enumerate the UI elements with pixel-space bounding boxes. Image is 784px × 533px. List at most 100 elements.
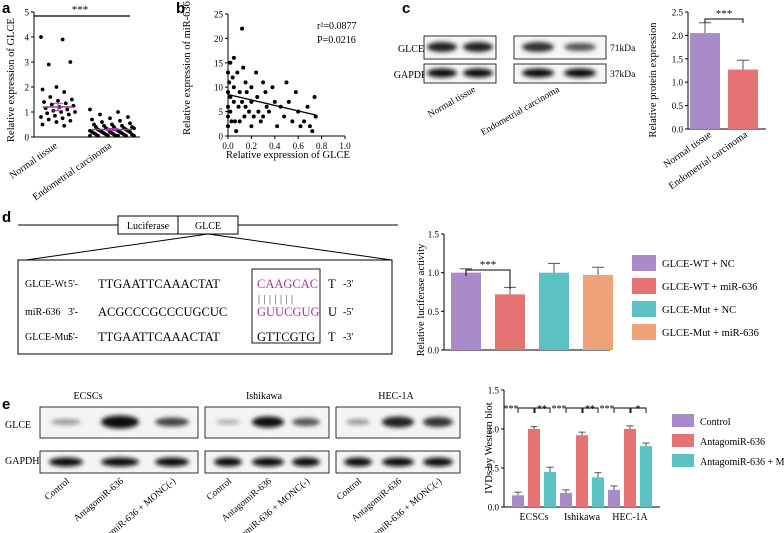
sequence-alignment-box: [17, 259, 393, 355]
data-point: [249, 85, 254, 90]
sig-label: ***: [552, 404, 567, 415]
panel-e-sig-brackets: [517, 407, 647, 413]
data-point: [310, 129, 315, 134]
blot-band: [427, 42, 457, 52]
data-point: [98, 112, 102, 117]
data-point: [116, 133, 120, 138]
bar: [544, 471, 556, 507]
blot-band: [214, 457, 242, 467]
y-tick-label: 1.5: [488, 386, 500, 396]
data-point: [235, 70, 240, 75]
data-point: [116, 110, 120, 114]
y-tick-label: 0.5: [428, 307, 440, 317]
data-point: [230, 75, 235, 80]
panel-c-western-blot: [423, 35, 607, 84]
data-point: [293, 90, 298, 95]
seq-row-sequence: TTGAATTCAAACTAT: [98, 277, 220, 291]
data-point: [231, 99, 236, 104]
data-point: [244, 90, 249, 95]
x-tick-label: 0.8: [316, 141, 328, 151]
panel-e-marks: [512, 425, 652, 507]
zoom-line-right: [207, 233, 393, 261]
data-point: [226, 70, 230, 75]
y-tick-label: 5: [219, 107, 224, 117]
data-point: [46, 117, 51, 122]
data-point: [229, 119, 234, 124]
legend-label: GLCE-Mut + NC: [662, 305, 736, 316]
data-point: [118, 118, 122, 123]
data-point: [60, 37, 65, 42]
base-pair-marks: | | | | | | |: [258, 294, 294, 305]
blot-band: [292, 457, 320, 467]
panel-b-marks: [226, 26, 318, 134]
sig-label: *: [636, 404, 641, 415]
y-tick-label: 0.0: [428, 346, 440, 356]
data-point: [290, 119, 295, 124]
legend-swatch-control: [672, 414, 694, 427]
glce-utr-label: GLCE: [195, 221, 221, 232]
data-point: [45, 111, 50, 116]
data-point: [128, 121, 132, 126]
seq-row-prime3: -5': [343, 307, 353, 318]
panel-c-blot-row-gapdh: GAPDH: [394, 70, 428, 81]
lane-label: Control: [205, 476, 234, 503]
data-point: [132, 133, 136, 138]
panel-b-xlabel: Relative expression of GLCE: [226, 150, 350, 161]
panel-letter-c: c: [402, 0, 410, 17]
seq-row-prime5: 3'-: [68, 307, 78, 318]
data-point: [258, 119, 263, 124]
panel-d-ylabel: Relative luciferase activity: [416, 243, 427, 356]
y-tick-label: 1.0: [428, 268, 440, 278]
blot-band: [155, 417, 189, 427]
data-point: [46, 62, 51, 67]
data-point: [266, 109, 271, 114]
panel-a-ylabel: Relative expression of GLCE: [6, 18, 17, 142]
seed-region-box: [251, 268, 321, 344]
data-point: [249, 124, 254, 129]
data-point: [40, 122, 45, 127]
data-point: [256, 109, 261, 114]
data-point: [254, 70, 259, 75]
seq-row-sequence: ACGCCCGCCCUGCUC: [98, 305, 227, 319]
bar: [560, 492, 572, 507]
data-point: [228, 109, 233, 114]
data-point: [237, 119, 242, 124]
cell-line-label: Ishikawa: [246, 391, 283, 402]
panel-c-kda-glce: 71kDa: [610, 44, 636, 54]
y-tick-label: 1.5: [428, 230, 440, 240]
data-point: [108, 116, 112, 121]
data-point: [66, 112, 71, 117]
data-point: [234, 129, 239, 134]
y-tick-label: 1.0: [672, 78, 684, 88]
panel-e-legend: Control AntagomiR-636 AntagomiR-636 + MO…: [672, 414, 784, 468]
data-point: [284, 80, 289, 85]
panel-letter-a: a: [2, 0, 11, 17]
data-point: [307, 124, 312, 129]
seq-row-tail: U: [328, 305, 337, 319]
data-point: [39, 115, 43, 119]
bar: [451, 272, 481, 350]
panel-c-lane-carcinoma: Endometrial carcinoma: [480, 85, 563, 138]
panel-d-legend: GLCE-WT + NC GLCE-WT + miR-636 GLCE-Mut …: [632, 255, 759, 340]
panel-a-axes: 0 1 2 3 4 5: [25, 8, 140, 143]
bar: [624, 429, 636, 507]
panel-c: c GLCE GAPDH 71kDa 37kDa Normal tissue E…: [394, 0, 766, 192]
data-point: [39, 35, 43, 39]
seq-row-seed: GTTCGTG: [257, 330, 315, 344]
data-point: [302, 119, 307, 124]
blot-box: [423, 35, 497, 60]
data-point: [226, 124, 230, 129]
panel-c-ylabel: Relative protein expression: [648, 22, 659, 138]
panel-d-sig-bracket: [465, 269, 511, 289]
y-tick-label: 10: [214, 83, 224, 93]
data-point: [261, 114, 266, 119]
blot-band: [252, 457, 284, 467]
panel-a-marks: [39, 35, 136, 138]
data-point: [261, 80, 266, 85]
data-point: [54, 120, 59, 124]
legend-label: AntagomiR-636 + MONC(-): [700, 457, 784, 468]
data-point: [88, 133, 92, 138]
legend-swatch-antagomir: [672, 434, 694, 447]
sig-label: **: [537, 404, 547, 415]
y-tick-label: 0: [25, 133, 30, 143]
